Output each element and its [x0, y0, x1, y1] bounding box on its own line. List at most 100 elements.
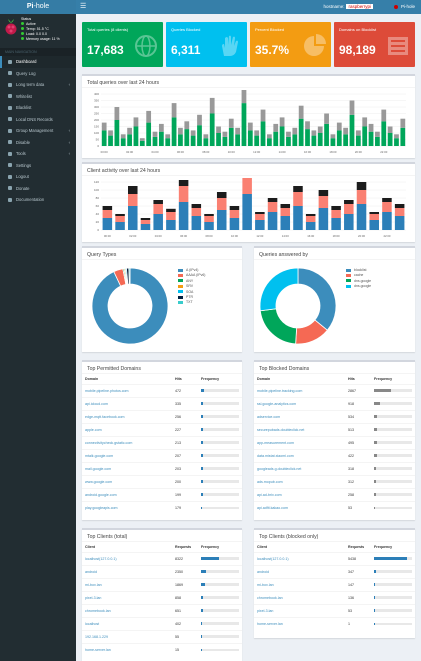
column-header[interactable]: Hits: [345, 374, 371, 385]
count-cell: 55: [172, 629, 198, 643]
count-cell: 136: [345, 590, 371, 604]
column-header[interactable]: Domain: [82, 374, 172, 385]
sidebar-item-label: Local DNS Records: [16, 116, 53, 122]
table-link[interactable]: home-server.lan: [82, 642, 172, 656]
bar-mark: [115, 222, 125, 230]
table-link[interactable]: 192.168.1.229: [82, 629, 172, 643]
sidebar-item-blacklist[interactable]: Blacklist: [0, 102, 76, 114]
legend-item[interactable]: TXT: [178, 300, 205, 305]
table-link[interactable]: chromebook.lan: [254, 590, 345, 604]
table-link[interactable]: mobile.pipeline.photos.com: [82, 383, 172, 397]
legend-item[interactable]: dns.google: [346, 279, 371, 284]
table-link[interactable]: www.google.com: [82, 474, 172, 488]
legend-item[interactable]: SRV: [178, 284, 205, 289]
legend-item[interactable]: SOA: [178, 290, 205, 295]
table-link[interactable]: android: [254, 564, 345, 578]
pie-slice[interactable]: [259, 308, 298, 345]
user-menu[interactable]: Pi-hole: [393, 4, 415, 9]
table-link[interactable]: mi-box.lan: [254, 577, 345, 591]
table-link[interactable]: ads.mopub.com: [254, 474, 345, 488]
sidebar-item-query-log[interactable]: Query Log: [0, 68, 76, 80]
pie-slice[interactable]: [91, 267, 169, 345]
sidebar-item-dashboard[interactable]: Dashboard: [0, 56, 76, 68]
column-header[interactable]: Domain: [254, 374, 345, 385]
legend-item[interactable]: ANY: [178, 279, 205, 284]
sidebar-item-local-dns-records[interactable]: Local DNS Records: [0, 114, 76, 126]
table-link[interactable]: localhost(127.0.0.1): [254, 551, 345, 565]
table-link[interactable]: api.ad-brix.com: [254, 487, 345, 501]
sidebar-item-disable[interactable]: Disable ‹: [0, 137, 76, 149]
column-header[interactable]: Frequency: [198, 542, 242, 553]
frequency-cell: [371, 448, 415, 462]
table-link[interactable]: mtalk.google.com: [82, 448, 172, 462]
table-row: app-measurement.com 495: [254, 435, 415, 449]
table-link[interactable]: localhost(127.0.0.1): [82, 551, 172, 565]
sidebar-item-settings[interactable]: Settings: [0, 160, 76, 172]
column-header[interactable]: Hits: [172, 374, 198, 385]
table-link[interactable]: ssl.google-analytics.com: [254, 396, 345, 410]
table-row: mobile.pipeline.tracking.com 2867: [254, 383, 415, 397]
bar-mark: [114, 107, 120, 120]
bar-mark: [305, 121, 310, 130]
pie-slice[interactable]: [259, 267, 299, 312]
legend-item[interactable]: cache: [346, 273, 371, 278]
bar-mark: [101, 122, 107, 131]
bar-mark: [254, 130, 260, 136]
table-link[interactable]: edge-mqtt.facebook.com: [82, 409, 172, 423]
table-link[interactable]: play.googleapis.com: [82, 500, 172, 514]
sidebar-item-donate[interactable]: Donate: [0, 183, 76, 195]
bar-mark: [190, 135, 196, 146]
table-link[interactable]: chromebook.lan: [82, 603, 172, 617]
sidebar-item-logout[interactable]: Logout: [0, 171, 76, 183]
table-link[interactable]: mail.google.com: [82, 461, 172, 475]
column-header[interactable]: Frequency: [198, 374, 242, 385]
table-link[interactable]: pixel-3.lan: [82, 590, 172, 604]
legend-item[interactable]: PTR: [178, 295, 205, 300]
legend-item[interactable]: A (IPv4): [178, 268, 205, 273]
column-header[interactable]: Frequency: [371, 374, 415, 385]
sidebar-item-whitelist[interactable]: Whitelist: [0, 91, 76, 103]
table-link[interactable]: apple.com: [82, 422, 172, 436]
column-header[interactable]: Frequency: [371, 542, 415, 553]
bar-mark: [178, 202, 189, 230]
sidebar-item-tools[interactable]: Tools ‹: [0, 148, 76, 160]
legend-item[interactable]: dns.google: [346, 284, 371, 289]
legend-item[interactable]: blocklist: [346, 268, 371, 273]
table-link[interactable]: api.adfit.kakao.com: [254, 500, 345, 514]
nav-list: Dashboard Query Log Long term data ‹ Whiteli…: [0, 56, 76, 206]
table-link[interactable]: app-measurement.com: [254, 435, 345, 449]
app-logo[interactable]: Pi-hole: [0, 0, 76, 14]
x-tick-label: 06:00: [177, 150, 184, 154]
pie-slice[interactable]: [128, 267, 131, 285]
sidebar-item-group-management[interactable]: Group Management ‹: [0, 125, 76, 137]
client-activity-panel: Client activity over last 24 hours 120 10…: [82, 162, 415, 242]
pie-slice[interactable]: [297, 267, 337, 331]
column-header[interactable]: Client: [254, 542, 345, 553]
column-header[interactable]: Requests: [172, 542, 198, 553]
table-link[interactable]: mi-box.lan: [82, 577, 172, 591]
table-link[interactable]: googleads.g.doubleclick.net: [254, 461, 345, 475]
menu-toggle-icon[interactable]: ☰: [80, 3, 87, 10]
table-link[interactable]: adservice.com: [254, 409, 345, 423]
table-link[interactable]: pixel-3.lan: [254, 603, 345, 617]
table-link[interactable]: data.mistat.xiaomi.com: [254, 448, 345, 462]
y-tick-label: 50: [96, 138, 100, 142]
frequency-cell: [371, 435, 415, 449]
sidebar-item-long-term-data[interactable]: Long term data ‹: [0, 79, 76, 91]
count-cell: 651: [172, 603, 198, 617]
table-link[interactable]: android.google.com: [82, 487, 172, 501]
sidebar-item-documentation[interactable]: Documentation: [0, 194, 76, 206]
table-link[interactable]: api.icloud.com: [82, 396, 172, 410]
table-link[interactable]: mobile.pipeline.tracking.com: [254, 383, 345, 397]
table-row: pixel-3.lan 858: [82, 590, 242, 604]
table-link[interactable]: home-server.lan: [254, 616, 345, 630]
table-link[interactable]: android: [82, 564, 172, 578]
nav-icon: [8, 128, 12, 133]
column-header[interactable]: Client: [82, 542, 172, 553]
table-link[interactable]: connectivitycheck.gstatic.com: [82, 435, 172, 449]
table-row: adservice.com 534: [254, 409, 415, 423]
table-link[interactable]: securepubads.doubleclick.net: [254, 422, 345, 436]
table-link[interactable]: localhost: [82, 616, 172, 630]
column-header[interactable]: Requests: [345, 542, 371, 553]
legend-item[interactable]: AAAA (IPv6): [178, 273, 205, 278]
